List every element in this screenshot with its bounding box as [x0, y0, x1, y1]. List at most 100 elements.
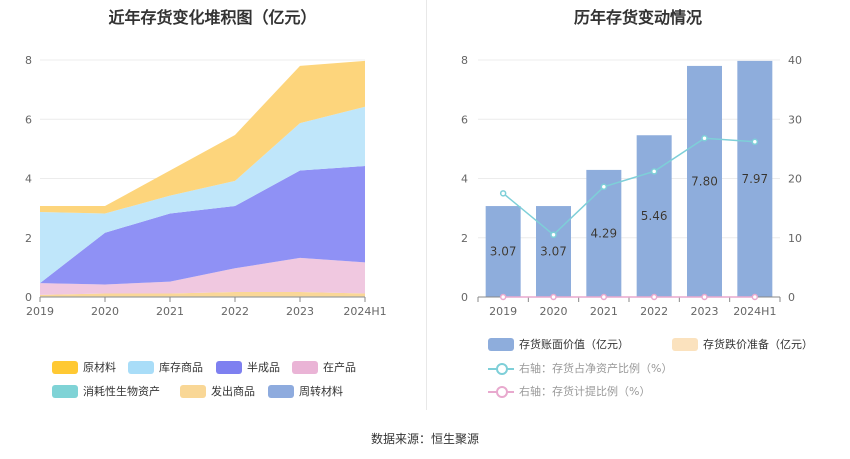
legend-item[interactable]: 原材料 — [52, 360, 116, 374]
line-point — [550, 293, 557, 301]
legend-label: 存货账面价值（亿元） — [519, 338, 629, 351]
legend-item[interactable]: 半成品 — [216, 360, 280, 374]
bar-value-label-halo: 4.29 — [590, 226, 617, 240]
bar-value-label-halo: 3.07 — [540, 245, 567, 259]
line-point — [499, 190, 507, 197]
line-point — [650, 168, 658, 175]
legend-label: 周转材料 — [299, 385, 343, 398]
area-series — [40, 60, 365, 214]
bar-value-label: 3.07 — [490, 245, 517, 259]
area-series — [40, 166, 365, 285]
legend-swatch — [216, 360, 242, 374]
legend-item[interactable]: 发出商品 — [180, 384, 255, 398]
y2-tick-label: 30 — [788, 113, 802, 126]
legend-swatch — [128, 360, 154, 374]
data-source: 数据来源：恒生聚源 — [370, 432, 479, 446]
bar-value-label: 7.97 — [741, 172, 768, 186]
legend-swatch — [52, 384, 78, 398]
bar-value-label-halo: 7.97 — [741, 172, 768, 186]
y-tick-label: 4 — [25, 173, 32, 186]
y-tick-label: 2 — [25, 232, 32, 245]
x-tick-label: 2019 — [26, 305, 54, 318]
bar-value-label-halo: 7.80 — [691, 174, 718, 188]
line-point — [751, 138, 759, 146]
left-chart-panel: 近年存货变化堆积图（亿元） 0 2 4 6 8 2019 2020 2021 2022 2023 2… — [0, 0, 425, 410]
x-tick-label: 2022 — [221, 305, 249, 318]
left-stacked-area-chart: 0 2 4 6 8 2019 2020 2021 2022 2023 2024H1 — [25, 54, 387, 318]
y2-tick-label: 40 — [788, 54, 802, 67]
y-tick-label: 8 — [25, 54, 32, 67]
y2-tick-label: 20 — [788, 173, 802, 186]
legend-item[interactable]: 存货账面价值（亿元） — [488, 337, 629, 351]
legend-item[interactable]: 库存商品 — [128, 360, 203, 374]
x-tick-label: 2021 — [156, 305, 184, 318]
line-point — [650, 293, 658, 301]
legend-item[interactable]: 在产品 — [292, 360, 356, 374]
left-chart-title: 近年存货变化堆积图（亿元） — [108, 8, 317, 27]
x-tick-label: 2020 — [91, 305, 119, 318]
bar — [536, 206, 571, 297]
x-tick-label: 2022 — [640, 305, 668, 318]
legend-swatch — [672, 337, 698, 351]
bar-value-label-halo: 5.46 — [641, 209, 668, 223]
legend-item[interactable]: 右轴：存货占净资产比例（%） — [488, 361, 672, 375]
area-series — [40, 106, 365, 284]
y-tick-label: 6 — [25, 113, 32, 126]
line-series — [502, 137, 755, 236]
bar — [737, 60, 773, 297]
legend-item[interactable]: 消耗性生物资产 — [52, 384, 160, 398]
bar-value-label: 7.80 — [691, 174, 718, 188]
y-tick-label: 0 — [25, 291, 32, 304]
legend-swatch — [52, 360, 78, 374]
legend-swatch — [180, 384, 206, 398]
line-point — [550, 231, 557, 239]
legend-label: 消耗性生物资产 — [83, 385, 160, 398]
y-tick-label: 2 — [461, 232, 468, 245]
bar-value-label: 5.46 — [641, 209, 668, 223]
bar-value-label: 4.29 — [590, 226, 617, 240]
y2-tick-label: 0 — [788, 291, 795, 304]
x-tick-label: 2020 — [540, 305, 568, 318]
x-tick-label: 2023 — [286, 305, 314, 318]
y-tick-label: 0 — [461, 291, 468, 304]
legend-label: 库存商品 — [159, 361, 203, 374]
y-tick-label: 4 — [461, 173, 468, 186]
area-series — [40, 291, 365, 297]
legend-label: 右轴：存货计提比例（%） — [519, 385, 651, 398]
panel-divider — [426, 0, 427, 410]
bar-value-label-halo: 3.07 — [490, 245, 517, 259]
legend-label: 半成品 — [247, 361, 280, 374]
legend-swatch — [488, 337, 514, 351]
legend-label: 原材料 — [83, 361, 116, 374]
x-tick-label: 2024H1 — [733, 305, 776, 318]
line-point — [751, 293, 759, 301]
legend-swatch — [268, 384, 294, 398]
legend-swatch — [488, 362, 514, 375]
right-chart-title: 历年存货变动情况 — [573, 8, 702, 27]
y-tick-label: 6 — [461, 113, 468, 126]
legend-swatch — [292, 360, 318, 374]
bar-value-label: 3.07 — [540, 245, 567, 259]
legend-label: 发出商品 — [211, 385, 255, 398]
legend-label: 在产品 — [323, 361, 356, 374]
legend-label: 右轴：存货占净资产比例（%） — [519, 362, 673, 375]
legend-label: 存货跌价准备（亿元） — [703, 338, 813, 351]
line-point — [701, 293, 708, 301]
right-chart-panel: 历年存货变动情况 0 2 4 6 8 0 10 20 30 40 3.07 3.07 3.07 3.07 4… — [426, 0, 850, 410]
line-point — [600, 183, 608, 191]
x-tick-label: 2023 — [691, 305, 719, 318]
bar — [485, 206, 521, 297]
legend-item[interactable]: 存货跌价准备（亿元） — [672, 337, 813, 351]
bar — [687, 65, 722, 297]
x-tick-label: 2024H1 — [343, 305, 386, 318]
x-tick-label: 2021 — [590, 305, 618, 318]
legend-swatch — [488, 385, 514, 398]
bar — [586, 169, 622, 297]
line-point — [499, 293, 507, 301]
line-point — [701, 134, 708, 142]
y-tick-label: 8 — [461, 54, 468, 67]
legend-item[interactable]: 右轴：存货计提比例（%） — [488, 384, 650, 398]
legend-item[interactable]: 周转材料 — [268, 384, 343, 398]
line-point — [600, 293, 608, 301]
